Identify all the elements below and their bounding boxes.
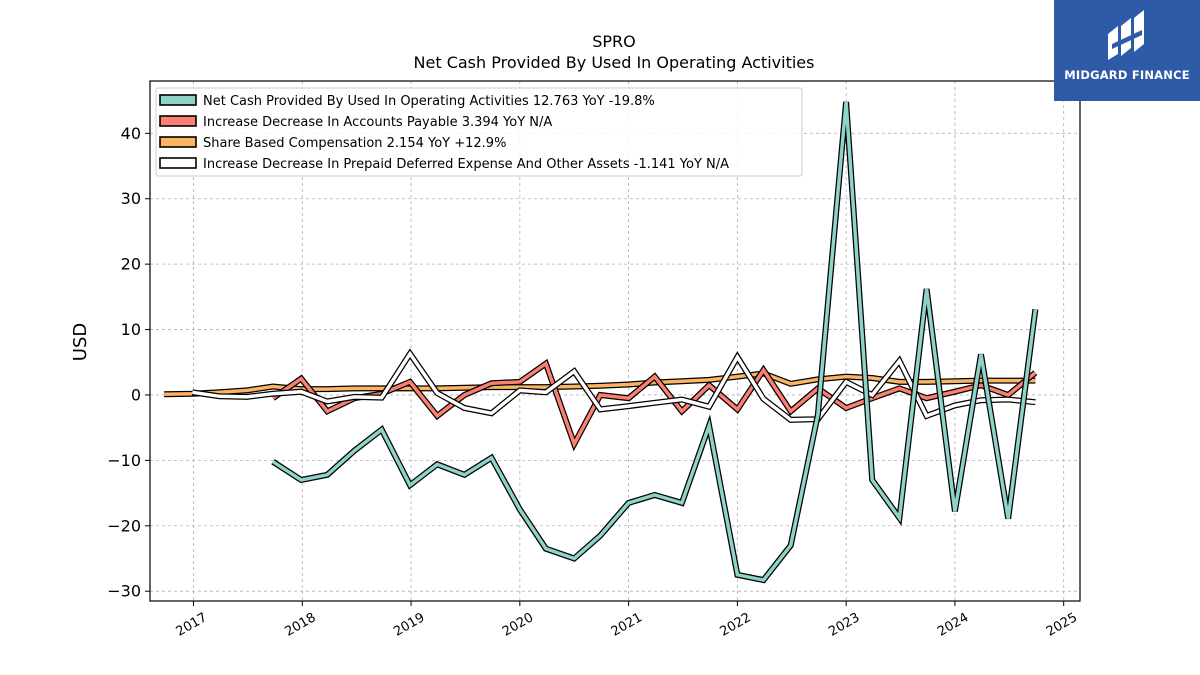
brand-logo: MIDGARD FINANCE: [1054, 0, 1200, 101]
legend-entry: Net Cash Provided By Used In Operating A…: [203, 94, 655, 109]
y-axis-label: USD: [70, 323, 91, 361]
legend-swatch: [159, 115, 197, 127]
x-tick-label: 2018: [282, 610, 318, 640]
x-tick-label: 2019: [391, 610, 427, 640]
x-tick-label: 2022: [718, 610, 754, 640]
x-tick-label: 2024: [935, 610, 971, 640]
legend-swatch: [159, 157, 197, 169]
legend-entry: Share Based Compensation 2.154 YoY +12.9…: [203, 136, 506, 151]
series-line: [271, 101, 1038, 583]
legend-entry: Increase Decrease In Prepaid Deferred Ex…: [203, 157, 729, 172]
y-tick-label: 10: [121, 320, 141, 339]
chart-subtitle: Net Cash Provided By Used In Operating A…: [414, 53, 815, 72]
x-tick-label: 2020: [500, 610, 536, 640]
y-tick-label: −20: [107, 516, 141, 535]
series-group: [164, 101, 1039, 584]
y-tick-label: 40: [121, 124, 141, 143]
legend-swatch: [159, 136, 197, 148]
chart-title: SPRO: [592, 32, 636, 51]
brand-logo-icon: [1108, 10, 1144, 60]
x-tick-label: 2017: [174, 610, 210, 640]
y-tick-label: −30: [107, 582, 141, 601]
plot-frame: [149, 80, 1081, 602]
series-line: [192, 350, 1036, 422]
legend: Net Cash Provided By Used In Operating A…: [155, 87, 803, 177]
y-tick-label: 30: [121, 189, 141, 208]
legend-entry: Increase Decrease In Accounts Payable 3.…: [203, 115, 552, 130]
y-tick-label: 0: [131, 385, 141, 404]
series-line: [271, 360, 1037, 449]
legend-swatch: [159, 94, 197, 106]
y-tick-label: −10: [107, 451, 141, 470]
x-tick-label: 2025: [1044, 610, 1080, 640]
y-tick-label: 20: [121, 255, 141, 274]
brand-name: MIDGARD FINANCE: [1064, 68, 1190, 82]
legend-box: [155, 87, 803, 177]
x-tick-label: 2021: [609, 610, 645, 640]
x-tick-label: 2023: [826, 610, 862, 640]
